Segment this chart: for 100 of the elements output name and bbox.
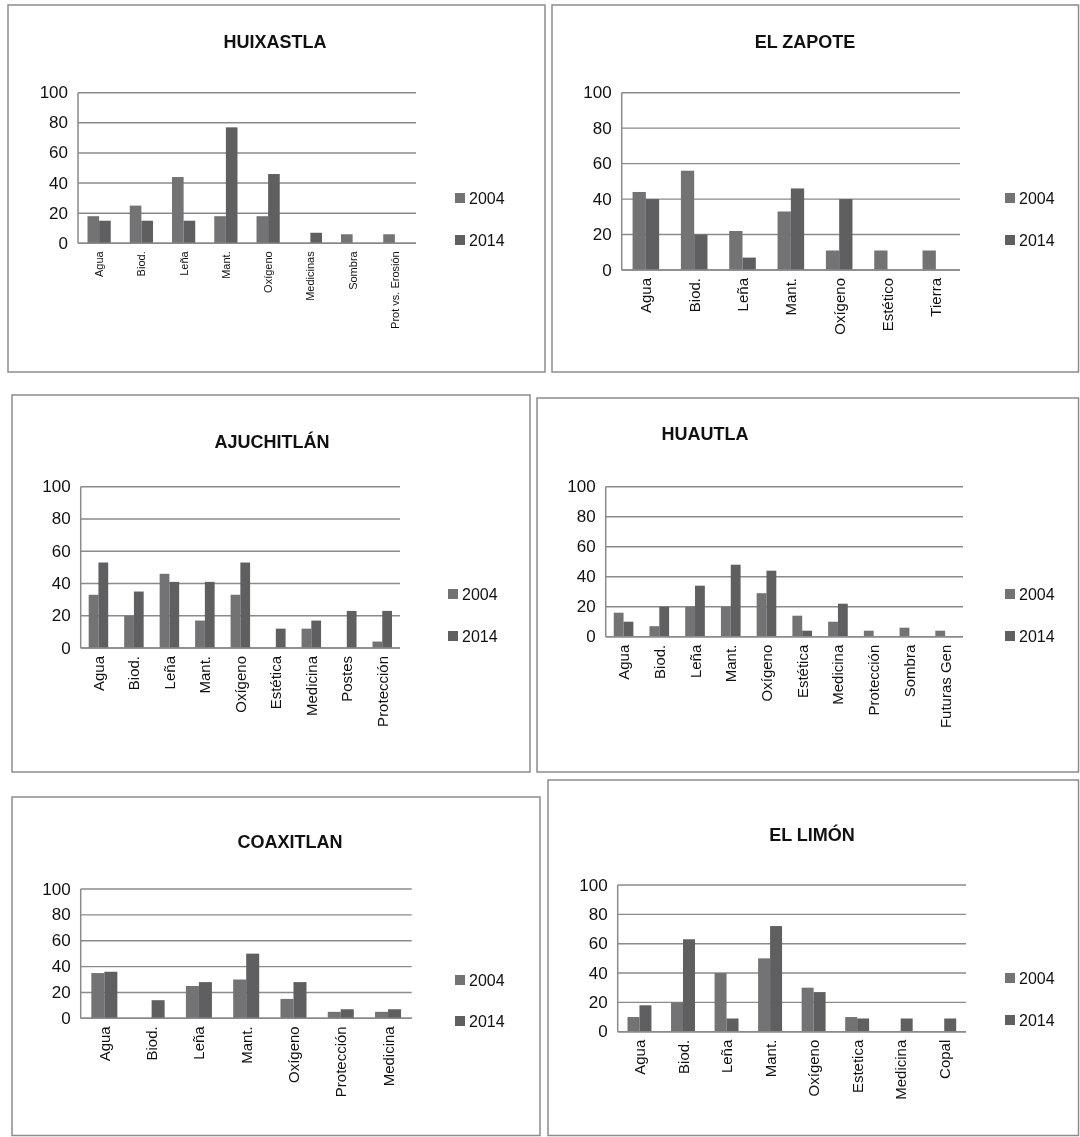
- y-tick-label: 0: [598, 1022, 608, 1042]
- x-tick-label: Medicina: [892, 1039, 910, 1100]
- x-tick-label: Medicina: [302, 655, 320, 717]
- y-tick-label: 40: [51, 573, 71, 593]
- bar: [845, 1017, 858, 1032]
- bar: [225, 127, 238, 244]
- bar: [198, 982, 212, 1019]
- y-tick-label: 100: [579, 875, 608, 895]
- y-tick-label: 40: [592, 189, 612, 209]
- y-tick-label: 60: [592, 154, 612, 174]
- bar: [91, 973, 105, 1019]
- bar: [88, 594, 99, 648]
- x-tick-label: Leña: [177, 250, 190, 276]
- y-tick-label: 20: [588, 992, 608, 1012]
- y-tick-label: 40: [576, 567, 596, 587]
- x-tick-label: Protección: [373, 656, 391, 727]
- y-tick-label: 100: [583, 83, 612, 103]
- bar: [857, 1018, 870, 1032]
- y-tick-label: 60: [51, 931, 71, 951]
- bar: [659, 606, 670, 637]
- bar: [311, 620, 322, 648]
- x-tick-label: Agua: [615, 644, 633, 680]
- bar: [770, 926, 783, 1032]
- bar: [151, 1000, 165, 1019]
- bar: [839, 199, 853, 270]
- bar: [340, 1009, 354, 1019]
- bar: [169, 581, 180, 648]
- x-tick-label: Oxígeno: [231, 656, 249, 713]
- x-tick-label: Leña: [190, 1025, 208, 1060]
- x-tick-label: Leña: [686, 644, 704, 679]
- y-tick-label: 100: [39, 83, 68, 103]
- y-tick-label: 80: [51, 509, 71, 529]
- bar: [183, 220, 196, 244]
- bar: [382, 610, 393, 648]
- bar: [214, 216, 226, 244]
- bar: [683, 939, 695, 1032]
- x-tick-label: Agua: [93, 250, 106, 277]
- legend-label: 2014: [1019, 231, 1055, 249]
- y-tick-label: 40: [51, 957, 71, 977]
- legend-label: 2004: [1019, 969, 1055, 987]
- bar: [944, 1018, 957, 1032]
- bar: [825, 250, 840, 270]
- bar: [726, 1018, 739, 1032]
- bar: [204, 581, 215, 648]
- y-tick-label: 0: [61, 638, 71, 658]
- bar: [99, 220, 111, 244]
- y-tick-label: 20: [592, 225, 612, 245]
- bar: [275, 628, 286, 648]
- bar: [729, 230, 743, 270]
- x-tick-label: Biod.: [143, 1026, 161, 1061]
- bar: [649, 626, 660, 637]
- y-tick-label: 80: [592, 118, 612, 138]
- bar: [828, 621, 838, 637]
- bar: [375, 1011, 389, 1019]
- bar: [758, 958, 771, 1032]
- bar: [341, 234, 353, 244]
- bar: [230, 594, 241, 648]
- y-tick-label: 0: [602, 260, 612, 280]
- legend-label: 2014: [462, 627, 498, 645]
- bar: [280, 998, 294, 1019]
- bar: [383, 234, 395, 244]
- y-tick-label: 0: [58, 233, 68, 253]
- y-tick-label: 60: [49, 143, 68, 163]
- chart-title: AJUCHITLÁN: [214, 431, 330, 452]
- y-tick-label: 0: [586, 627, 596, 647]
- y-tick-label: 60: [588, 934, 608, 954]
- x-tick-label: Leña: [160, 655, 178, 690]
- chart-title: HUAUTLA: [661, 424, 749, 444]
- x-tick-label: Biod.: [135, 251, 148, 277]
- bar: [777, 211, 791, 270]
- y-tick-label: 60: [576, 537, 596, 557]
- y-tick-label: 60: [51, 541, 71, 561]
- x-tick-label: Postes: [338, 656, 356, 702]
- x-tick-label: Oxígeno: [284, 1026, 302, 1084]
- bar: [129, 205, 142, 244]
- bar: [327, 1011, 341, 1019]
- legend-label: 2014: [1019, 1011, 1055, 1029]
- bar: [714, 973, 727, 1032]
- bar: [685, 606, 696, 637]
- bar: [613, 612, 624, 637]
- bar: [172, 177, 184, 244]
- bar: [240, 562, 251, 648]
- bar: [98, 562, 109, 648]
- x-tick-label: Mant.: [722, 644, 740, 683]
- x-tick-label: Estética: [267, 655, 285, 710]
- chart-title: COAXITLAN: [237, 832, 343, 852]
- bar: [671, 1002, 684, 1032]
- x-tick-label: Biod.: [125, 656, 143, 691]
- x-tick-label: Mant.: [196, 656, 214, 694]
- legend-label: 2004: [1019, 585, 1055, 603]
- bar: [133, 591, 144, 648]
- x-tick-label: Agua: [95, 1025, 113, 1062]
- bar: [627, 1017, 640, 1032]
- x-tick-label: Oxígeno: [830, 278, 848, 335]
- y-tick-label: 40: [588, 963, 608, 983]
- bar: [922, 250, 936, 270]
- bar: [293, 982, 307, 1019]
- x-tick-label: Biod.: [650, 644, 668, 679]
- x-tick-label: Agua: [637, 277, 655, 314]
- x-tick-label: Medicina: [379, 1025, 397, 1087]
